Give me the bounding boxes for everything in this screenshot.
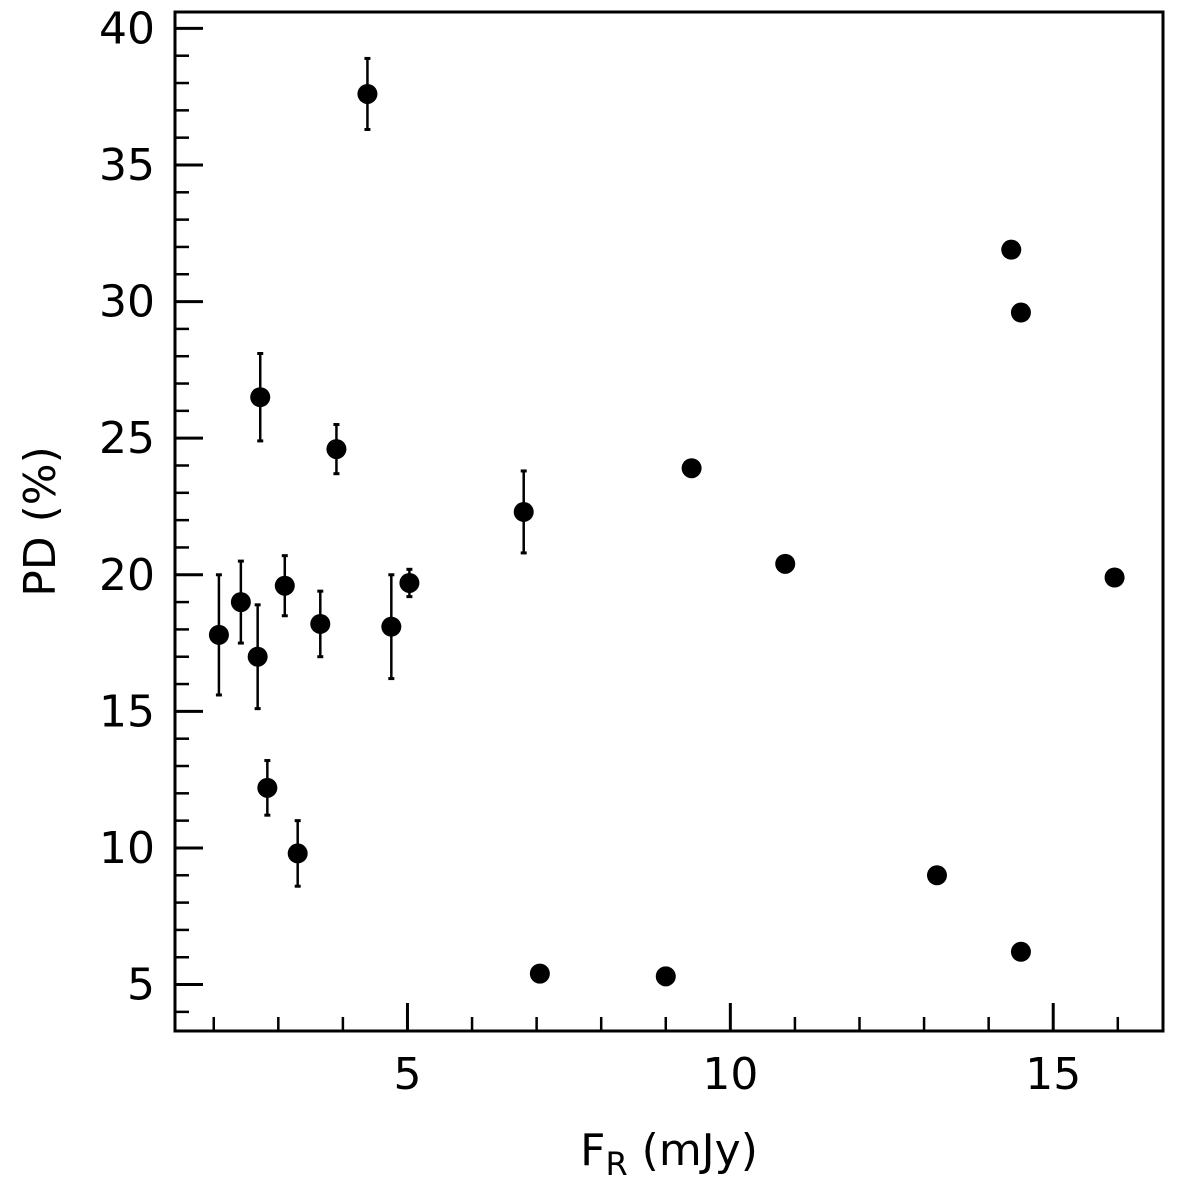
data-point bbox=[257, 777, 278, 798]
x-axis-label-unit: (mJy) bbox=[628, 1125, 758, 1176]
major-ticks bbox=[175, 26, 1055, 1031]
y-tick-label: 10 bbox=[99, 823, 155, 874]
data-point bbox=[926, 865, 947, 886]
y-tick-label: 15 bbox=[99, 686, 155, 737]
data-point bbox=[310, 613, 331, 634]
data-point bbox=[247, 646, 268, 667]
data-point bbox=[1010, 941, 1031, 962]
data-point bbox=[326, 439, 347, 460]
data-point bbox=[230, 592, 251, 613]
y-axis-label: PD (%) bbox=[15, 446, 66, 597]
data-point bbox=[681, 458, 702, 479]
tick-labels: 5 10 15 5 10 15 20 25 30 35 40 bbox=[99, 3, 1081, 1100]
data-point bbox=[357, 83, 378, 104]
plot-frame bbox=[173, 10, 1165, 1033]
x-tick-label: 10 bbox=[702, 1049, 758, 1100]
y-tick-label: 35 bbox=[99, 140, 155, 191]
y-tick-label: 30 bbox=[99, 277, 155, 328]
minor-ticks bbox=[175, 54, 1120, 1031]
data-point bbox=[513, 501, 534, 522]
y-tick-label: 40 bbox=[99, 3, 155, 54]
x-axis-label: FR (mJy) bbox=[580, 1125, 758, 1183]
data-point bbox=[655, 966, 676, 987]
x-axis-label-subscript: R bbox=[605, 1145, 627, 1183]
y-tick-label: 5 bbox=[127, 960, 155, 1011]
data-point bbox=[1104, 567, 1125, 588]
x-tick-label: 5 bbox=[393, 1049, 421, 1100]
data-point bbox=[775, 553, 796, 574]
data-point bbox=[529, 963, 550, 984]
y-tick-label: 20 bbox=[99, 550, 155, 601]
data-point bbox=[1010, 302, 1031, 323]
data-point bbox=[381, 616, 402, 637]
data-point bbox=[274, 575, 295, 596]
x-tick-label: 15 bbox=[1025, 1049, 1081, 1100]
data-point bbox=[1001, 239, 1022, 260]
data-point bbox=[208, 624, 229, 645]
y-tick-label: 25 bbox=[99, 413, 155, 464]
x-axis-label-main: F bbox=[580, 1125, 605, 1176]
data-points bbox=[208, 83, 1125, 987]
data-point bbox=[250, 387, 271, 408]
data-point bbox=[287, 843, 308, 864]
error-bars bbox=[215, 56, 669, 987]
data-point bbox=[399, 572, 420, 593]
